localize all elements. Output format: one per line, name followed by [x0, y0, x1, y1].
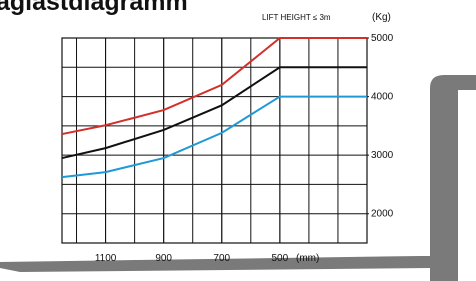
x-tick-label: 700: [213, 253, 230, 264]
x-tick-label: 500: [272, 253, 289, 264]
subtitle: LIFT HEIGHT ≤ 3m: [262, 13, 331, 22]
y-tick-label: 4000: [371, 92, 394, 103]
chart-title: aglastdiagramm: [0, 0, 188, 16]
chart: aglastdiagramm LIFT HEIGHT ≤ 3m (Kg) (mm…: [0, 0, 476, 281]
fork-notch: [458, 90, 476, 281]
x-axis-label: (mm): [296, 253, 319, 264]
y-tick-label: 5000: [371, 33, 394, 44]
x-tick-label: 1100: [95, 253, 117, 264]
y-axis-label: (Kg): [372, 12, 391, 23]
series-line: [62, 67, 367, 158]
plot-frame: [62, 38, 367, 243]
fork-shape: [0, 75, 476, 281]
y-tick-label: 3000: [371, 150, 394, 161]
y-tick-label: 2000: [371, 209, 394, 220]
series-line: [62, 38, 367, 134]
page: {"chart_data": {"type": "line", "title":…: [0, 0, 476, 281]
x-tick-label: 900: [155, 253, 172, 264]
